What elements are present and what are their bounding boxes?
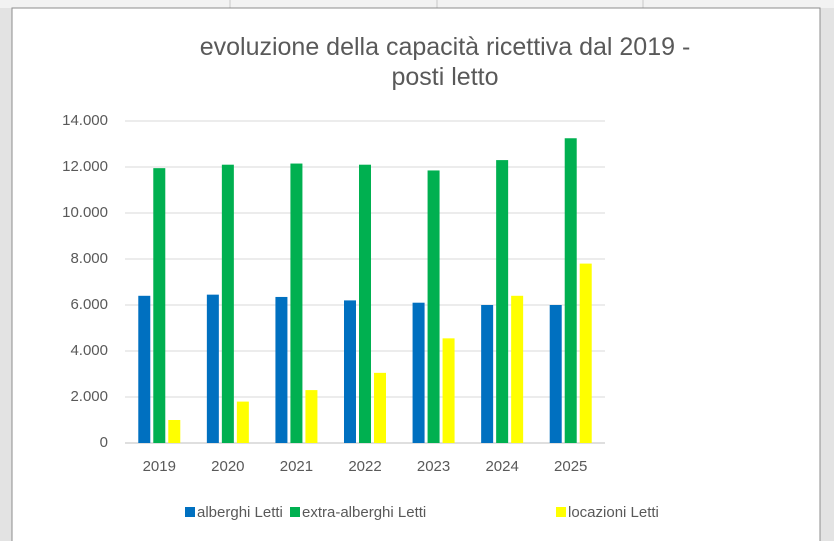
y-tick-label: 0 [100, 434, 108, 451]
legend-swatch [556, 507, 566, 517]
bar [564, 138, 577, 443]
bar [168, 420, 181, 443]
x-tick-label: 2023 [417, 458, 450, 475]
bar [442, 338, 455, 443]
bar [153, 168, 166, 443]
bar [359, 164, 371, 443]
y-tick-label: 2.000 [70, 388, 108, 405]
x-tick-label: 2022 [348, 458, 381, 475]
legend-label: alberghi Letti [197, 504, 283, 521]
y-tick-label: 8.000 [70, 250, 108, 267]
chart-title: evoluzione della capacità ricettiva dal … [200, 33, 691, 91]
bar [579, 263, 592, 443]
y-tick-label: 6.000 [70, 296, 108, 313]
x-tick-label: 2025 [554, 458, 587, 475]
bar [275, 296, 288, 443]
x-tick-label: 2024 [485, 458, 518, 475]
legend-label: extra-alberghi Letti [302, 504, 426, 521]
y-tick-label: 4.000 [70, 342, 108, 359]
bar [290, 163, 303, 444]
bar [511, 295, 524, 443]
x-tick-label: 2021 [280, 458, 313, 475]
bar [221, 164, 234, 443]
legend-label: locazioni Letti [568, 504, 659, 521]
bar [236, 401, 249, 443]
x-tick-label: 2020 [211, 458, 244, 475]
bar [305, 390, 318, 443]
legend-swatch [185, 507, 195, 517]
x-tick-label: 2019 [143, 458, 176, 475]
y-tick-label: 10.000 [62, 204, 108, 221]
legend-swatch [290, 507, 300, 517]
bar [549, 305, 562, 443]
chart-area [11, 7, 821, 541]
bar [374, 372, 386, 443]
bar [496, 160, 509, 443]
bar [206, 294, 219, 443]
bar [412, 302, 425, 443]
bar [481, 305, 494, 443]
sheet-strip [0, 0, 834, 8]
y-tick-label: 14.000 [62, 112, 108, 129]
bar [138, 295, 151, 443]
bar [427, 170, 440, 443]
bar [344, 300, 356, 443]
y-tick-label: 12.000 [62, 158, 108, 175]
